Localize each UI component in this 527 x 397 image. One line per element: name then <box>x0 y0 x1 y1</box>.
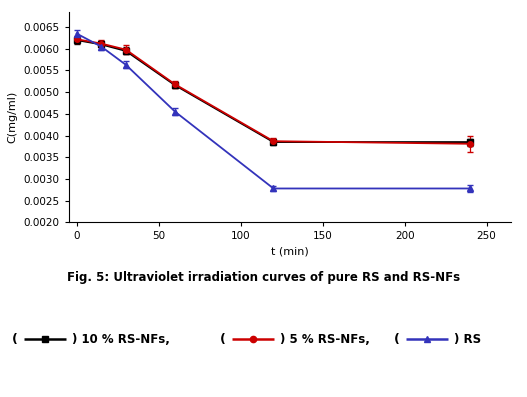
Text: ) RS: ) RS <box>454 333 481 346</box>
Text: (: ( <box>394 333 399 346</box>
Text: (: ( <box>12 333 17 346</box>
Text: Fig. 5: Ultraviolet irradiation curves of pure RS and RS-NFs: Fig. 5: Ultraviolet irradiation curves o… <box>67 272 460 284</box>
Text: ) 10 % RS-NFs,: ) 10 % RS-NFs, <box>72 333 170 346</box>
Text: (: ( <box>220 333 226 346</box>
X-axis label: t (min): t (min) <box>271 247 309 257</box>
Text: ) 5 % RS-NFs,: ) 5 % RS-NFs, <box>280 333 370 346</box>
Y-axis label: C(mg/ml): C(mg/ml) <box>8 91 18 143</box>
